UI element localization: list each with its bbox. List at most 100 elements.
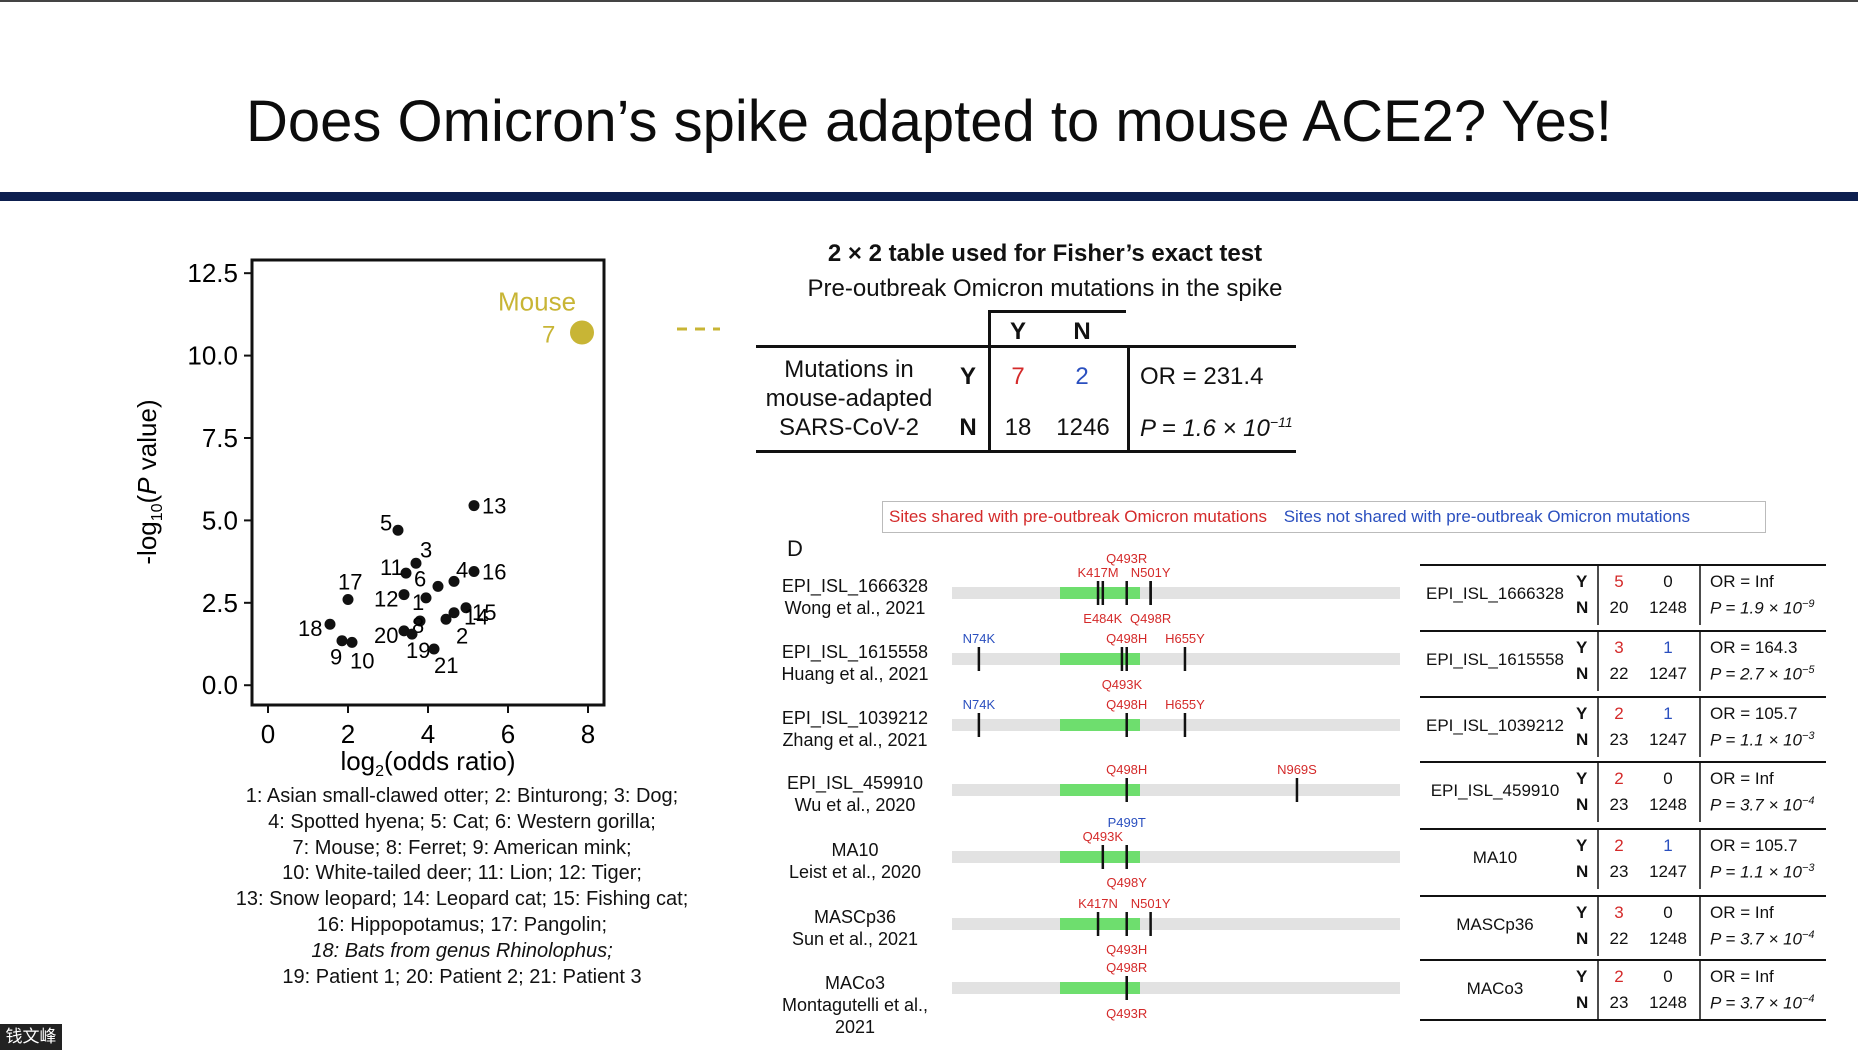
count-yn: 0: [1663, 572, 1673, 591]
count-ny: 23: [1609, 730, 1629, 749]
spike-track: [952, 851, 1400, 863]
y-tick-label: 7.5: [202, 423, 238, 453]
y-axis: 0.0 2.5 5.0 7.5 10.0 12.5: [187, 258, 252, 700]
count-yy: 3: [1614, 903, 1624, 922]
point-label-17: 17: [338, 570, 362, 595]
odds-ratio: OR = 105.7: [1710, 704, 1798, 723]
p-value: P = 1.1 × 10−3: [1710, 862, 1815, 882]
data-point-17: [342, 594, 354, 606]
key-line: 10: White-tailed deer; 11: Lion; 12: Tig…: [282, 862, 642, 885]
row-label: Mutations in mouse-adapted SARS-CoV-2: [765, 356, 933, 441]
data-point-19: [406, 628, 418, 640]
mutation-label: H655Y: [1165, 697, 1205, 712]
mutation-legend: Sites shared with pre-outbreak Omicron m…: [882, 501, 1766, 533]
count-yy: 5: [1614, 572, 1624, 591]
point-label-12: 12: [374, 587, 398, 612]
key-line: 1: Asian small-clawed otter; 2: Binturon…: [245, 785, 679, 807]
panel-d-label: D: [787, 536, 803, 561]
rbd-region: [1060, 851, 1140, 863]
user-tag: 钱文峰: [0, 1024, 62, 1050]
point-label-13: 13: [482, 494, 506, 519]
x-tick-label: 0: [261, 719, 275, 749]
count-ny: 22: [1609, 929, 1629, 948]
spike-track: [952, 784, 1400, 796]
data-point-10: [346, 636, 358, 648]
data-point-9: [336, 635, 348, 647]
count-yn: 0: [1663, 903, 1673, 922]
row-y-label: Y: [1576, 967, 1588, 986]
mutation-label: Q498H: [1106, 762, 1147, 777]
count-yy: 3: [1614, 638, 1624, 657]
point-label-9: 9: [330, 645, 342, 670]
strain-name: MACo3: [824, 973, 886, 993]
key-line: 4: Spotted hyena; 5: Cat; 6: Western gor…: [268, 810, 656, 833]
key-line: 19: Patient 1; 20: Patient 2; 21: Patien…: [282, 965, 642, 988]
row-y-label: Y: [1576, 638, 1588, 657]
p-value: P = 3.7 × 10−4: [1710, 795, 1815, 815]
count-yy: 2: [1614, 967, 1624, 986]
strain-label: EPI_ISL_1039212 Zhang et al., 2021: [765, 707, 945, 751]
spike-track: [952, 587, 1400, 599]
species-key: 1: Asian small-clawed otter; 2: Binturon…: [212, 784, 712, 990]
col-y-header: Y: [1009, 318, 1026, 345]
row-y-label: Y: [1576, 769, 1588, 788]
strain-label: EPI_ISL_459910 Wu et al., 2020: [765, 772, 945, 816]
count-nn: 1248: [1649, 598, 1687, 617]
table-vline-1: [988, 310, 991, 450]
count-yy: 2: [1614, 836, 1624, 855]
point-label-10: 10: [350, 648, 374, 673]
mutation-label: Q493K: [1083, 829, 1124, 844]
x-tick-label: 4: [421, 719, 435, 749]
y-tick-label: 10.0: [187, 341, 238, 371]
data-point-13: [468, 500, 480, 512]
strain-label: EPI_ISL_1666328 Wong et al., 2021: [765, 575, 945, 619]
rbd-region: [1060, 653, 1140, 665]
count-ny: 23: [1609, 993, 1629, 1012]
strain-name: EPI_ISL_459910: [786, 773, 924, 793]
table-vline-2: [1127, 345, 1130, 450]
odds-ratio: OR = Inf: [1710, 967, 1774, 986]
point-label-2: 2: [456, 623, 468, 648]
stats-strain-name: EPI_ISL_1039212: [1425, 716, 1564, 735]
stats-strain-name: EPI_ISL_459910: [1430, 781, 1560, 800]
mutation-label: H655Y: [1165, 631, 1205, 646]
mutation-label: Q493R: [1106, 551, 1147, 566]
strain-reference: Zhang et al., 2021: [782, 730, 928, 750]
strain-label: MA10 Leist et al., 2020: [765, 839, 945, 883]
mutation-label: K417N: [1078, 896, 1118, 911]
count-ny: 22: [1609, 664, 1629, 683]
odds-ratio: OR = Inf: [1710, 903, 1774, 922]
p-value: P = 1.6 × 10−11: [1140, 414, 1293, 442]
rbd-region: [1060, 784, 1140, 796]
data-point-4: [448, 575, 460, 587]
mouse-label: Mouse: [498, 287, 576, 317]
point-label-3: 3: [420, 537, 432, 562]
cell-ny: 18: [1004, 414, 1032, 441]
mutation-label: Q498R: [1106, 960, 1147, 975]
strain-reference: Leist et al., 2020: [788, 862, 922, 882]
point-label-5: 5: [380, 510, 392, 535]
point-label-15: 15: [472, 600, 496, 625]
data-point-11: [400, 567, 412, 579]
p-value: P = 3.7 × 10−4: [1710, 993, 1815, 1013]
data-point-5: [392, 524, 404, 536]
data-point-2: [440, 613, 452, 625]
x-tick-label: 8: [581, 719, 595, 749]
mouse-point-id: 7: [542, 322, 555, 349]
data-point-6: [432, 580, 444, 592]
mutation-label: N501Y: [1131, 565, 1171, 580]
mutation-label: N74K: [963, 697, 996, 712]
count-yy: 2: [1614, 769, 1624, 788]
strain-name: EPI_ISL_1615558: [781, 642, 929, 662]
count-yn: 1: [1663, 836, 1673, 855]
mutation-label: P499T: [1108, 815, 1146, 830]
row-n-label: N: [1576, 993, 1589, 1012]
point-label-21: 21: [434, 653, 458, 678]
y-tick-label: 12.5: [187, 258, 238, 288]
x-tick-label: 6: [501, 719, 515, 749]
table-top-rule: [756, 345, 1296, 348]
stats-strain-name: EPI_ISL_1615558: [1425, 650, 1564, 669]
point-label-20: 20: [374, 623, 398, 648]
strain-label: MASCp36 Sun et al., 2021: [765, 906, 945, 950]
count-yy: 2: [1614, 704, 1624, 723]
